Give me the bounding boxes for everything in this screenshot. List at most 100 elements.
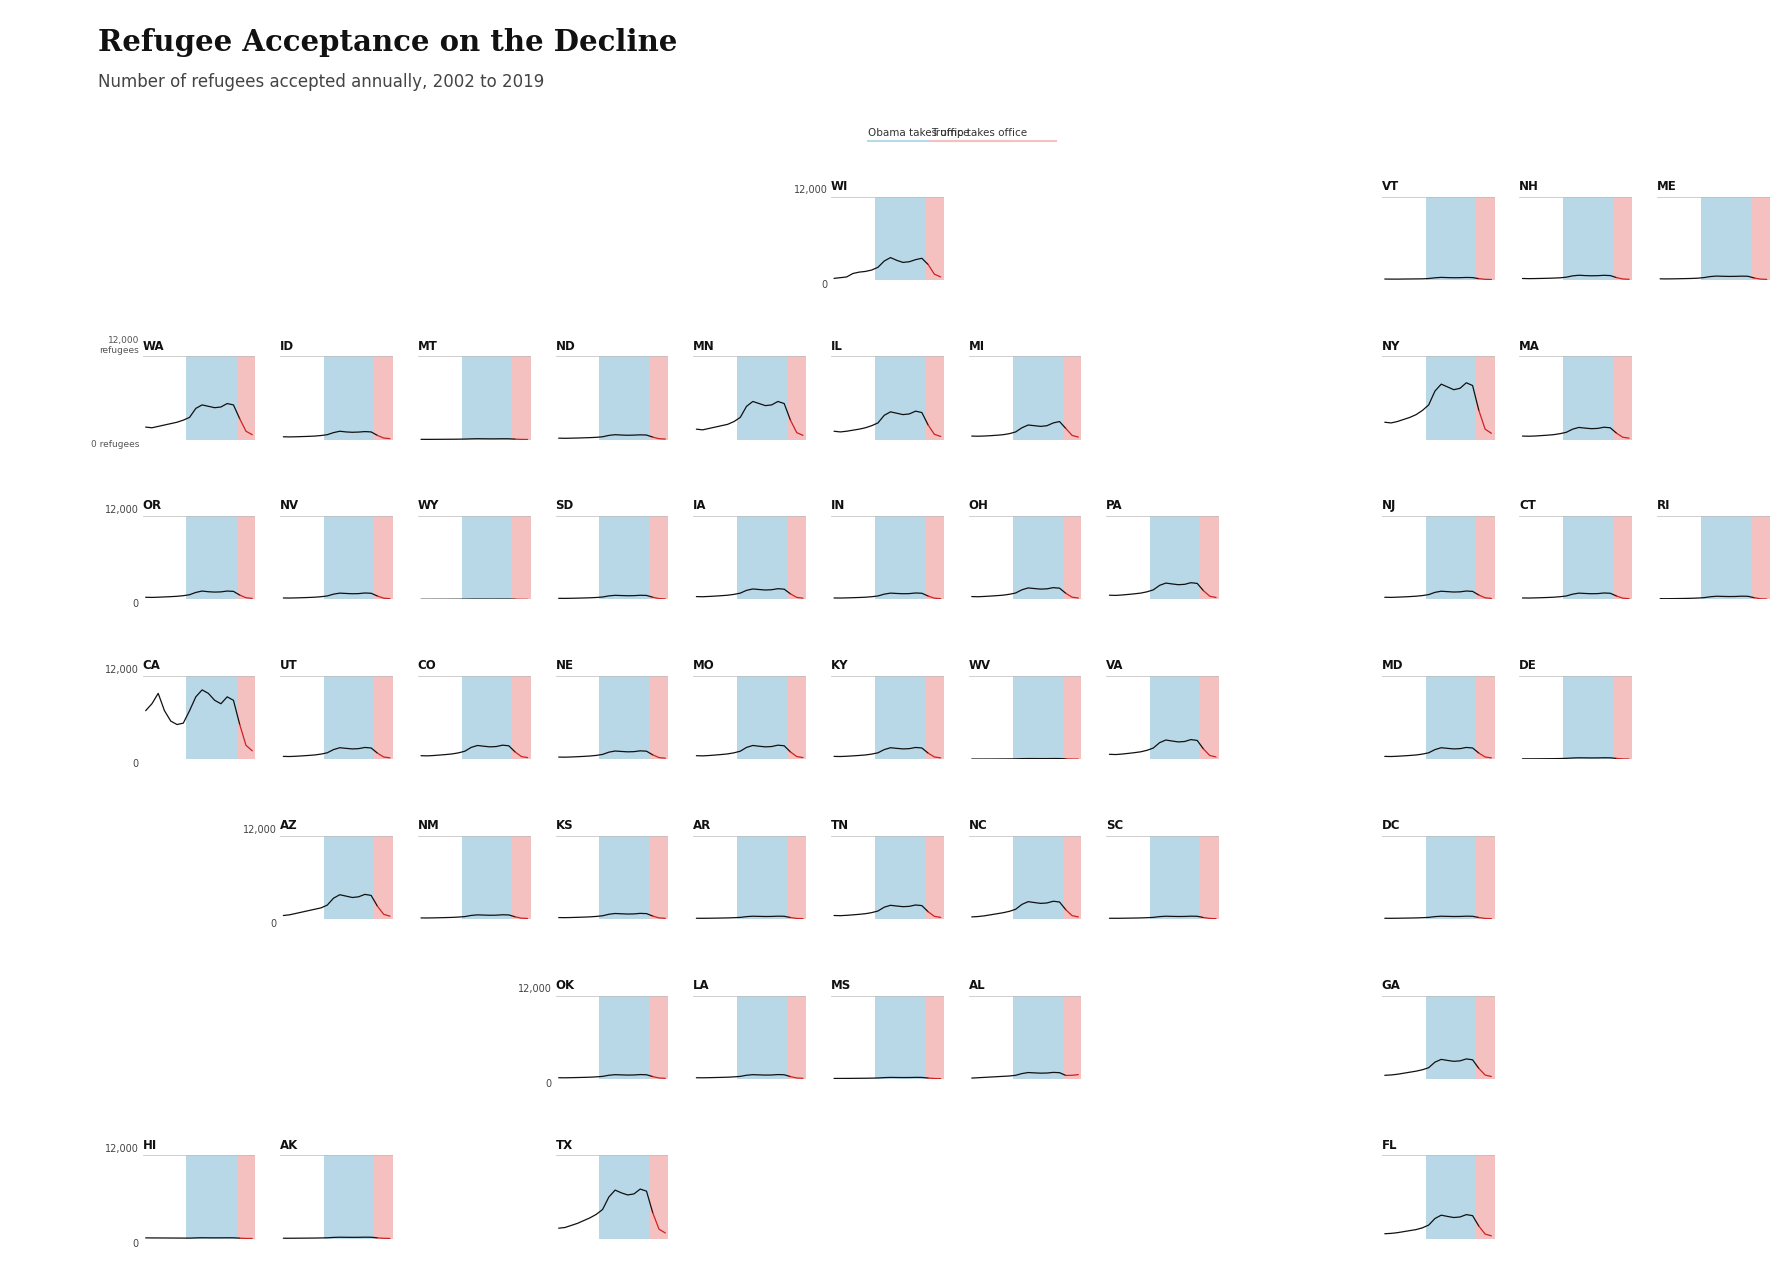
Text: 0: 0 — [546, 1078, 551, 1088]
Bar — [512, 356, 531, 440]
Bar — [599, 676, 649, 760]
Bar — [599, 996, 649, 1078]
Bar — [1474, 197, 1494, 279]
Text: MO: MO — [692, 660, 714, 672]
Text: 12,000: 12,000 — [106, 506, 140, 514]
Text: NC: NC — [968, 819, 988, 832]
Bar — [1150, 836, 1200, 919]
Bar — [1063, 356, 1081, 440]
Bar — [186, 1155, 236, 1239]
Bar — [324, 1155, 374, 1239]
Bar — [649, 516, 667, 599]
Bar — [737, 356, 787, 440]
Text: ND: ND — [555, 340, 574, 353]
Bar — [737, 996, 787, 1078]
Text: MI: MI — [968, 340, 984, 353]
Text: SD: SD — [555, 499, 574, 512]
Text: LA: LA — [692, 978, 710, 992]
Text: OR: OR — [143, 499, 161, 512]
Text: 0: 0 — [132, 599, 140, 609]
Bar — [1424, 356, 1474, 440]
Bar — [1063, 836, 1081, 919]
Text: SC: SC — [1106, 819, 1123, 832]
Bar — [1200, 836, 1218, 919]
Bar — [512, 836, 531, 919]
Bar — [462, 836, 512, 919]
Bar — [374, 516, 394, 599]
Text: AK: AK — [281, 1139, 299, 1152]
Bar — [1612, 197, 1632, 279]
Bar — [737, 836, 787, 919]
Bar — [925, 836, 943, 919]
Text: MS: MS — [830, 978, 852, 992]
Bar — [1063, 676, 1081, 760]
Text: IA: IA — [692, 499, 707, 512]
Bar — [599, 1155, 649, 1239]
Bar — [1424, 1155, 1474, 1239]
Bar — [1013, 516, 1063, 599]
Bar — [324, 356, 374, 440]
Text: 12,000: 12,000 — [106, 665, 140, 675]
Text: WY: WY — [417, 499, 438, 512]
Text: VA: VA — [1106, 660, 1123, 672]
Bar — [462, 356, 512, 440]
Text: TN: TN — [830, 819, 848, 832]
Bar — [1700, 197, 1750, 279]
Bar — [374, 356, 394, 440]
Bar — [925, 197, 943, 279]
Bar — [1150, 676, 1200, 760]
Text: TX: TX — [555, 1139, 572, 1152]
Bar — [649, 836, 667, 919]
Text: NV: NV — [281, 499, 299, 512]
Text: WA: WA — [143, 340, 165, 353]
Text: ID: ID — [281, 340, 293, 353]
Bar — [925, 996, 943, 1078]
Bar — [236, 1155, 256, 1239]
Bar — [1474, 676, 1494, 760]
Text: KS: KS — [555, 819, 572, 832]
Bar — [875, 996, 925, 1078]
Bar — [1424, 996, 1474, 1078]
Text: NY: NY — [1381, 340, 1399, 353]
Text: MT: MT — [417, 340, 438, 353]
Text: MN: MN — [692, 340, 714, 353]
Text: FL: FL — [1381, 1139, 1397, 1152]
Text: 12,000: 12,000 — [106, 1144, 140, 1154]
Bar — [1200, 676, 1218, 760]
Text: 12,000: 12,000 — [793, 186, 827, 196]
Bar — [1474, 356, 1494, 440]
Bar — [1474, 996, 1494, 1078]
Bar — [599, 356, 649, 440]
Bar — [875, 356, 925, 440]
Bar — [236, 676, 256, 760]
Bar — [925, 356, 943, 440]
Bar — [787, 836, 805, 919]
Bar — [1013, 836, 1063, 919]
Bar — [925, 516, 943, 599]
Bar — [787, 516, 805, 599]
Text: 12,000: 12,000 — [517, 985, 551, 995]
Bar — [374, 836, 394, 919]
Bar — [649, 356, 667, 440]
Text: DE: DE — [1519, 660, 1537, 672]
Text: AZ: AZ — [281, 819, 297, 832]
Bar — [1612, 516, 1632, 599]
Text: DC: DC — [1381, 819, 1399, 832]
Text: 0: 0 — [270, 919, 277, 929]
Bar — [236, 356, 256, 440]
Bar — [374, 1155, 394, 1239]
Text: ME: ME — [1657, 179, 1676, 193]
Bar — [1750, 516, 1769, 599]
Text: CO: CO — [417, 660, 437, 672]
Bar — [186, 356, 236, 440]
Bar — [1612, 676, 1632, 760]
Bar — [1474, 516, 1494, 599]
Text: OK: OK — [555, 978, 574, 992]
Text: WV: WV — [968, 660, 989, 672]
Bar — [787, 996, 805, 1078]
Text: NH: NH — [1519, 179, 1539, 193]
Bar — [1150, 516, 1200, 599]
Bar — [1562, 516, 1612, 599]
Bar — [737, 516, 787, 599]
Text: 0: 0 — [132, 1239, 140, 1249]
